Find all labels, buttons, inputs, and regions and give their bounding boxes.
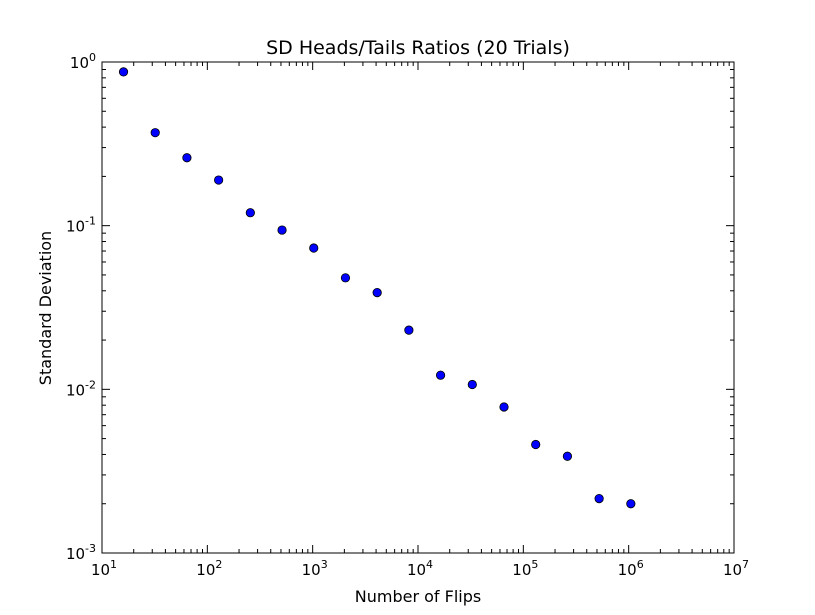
data-point xyxy=(214,175,224,185)
data-point xyxy=(309,243,319,253)
data-point xyxy=(372,287,382,298)
x-tick-label: 101 xyxy=(91,558,117,579)
data-point xyxy=(435,370,446,380)
data-point xyxy=(404,325,414,335)
data-point xyxy=(594,493,604,504)
data-point xyxy=(340,273,351,283)
y-tick-label: 100 xyxy=(70,51,96,72)
data-points xyxy=(118,67,636,509)
data-point xyxy=(245,208,255,218)
data-point xyxy=(531,439,541,450)
x-tick-label: 103 xyxy=(302,558,328,579)
x-tick-label: 106 xyxy=(618,558,644,579)
x-axis-label: Number of Flips xyxy=(355,587,481,606)
x-tick-label: 105 xyxy=(512,558,538,579)
x-tick-label: 102 xyxy=(196,558,222,579)
y-tick-label: 10-3 xyxy=(66,542,96,563)
data-point xyxy=(277,225,287,235)
plot-area xyxy=(101,61,735,554)
data-point xyxy=(467,379,477,390)
y-axis-ticks: 10-3 10-2 10-1 100 xyxy=(66,51,734,563)
minor-ticks xyxy=(102,62,734,553)
data-point xyxy=(182,153,192,163)
data-point xyxy=(499,402,509,412)
data-point xyxy=(626,499,636,509)
y-tick-label: 10-2 xyxy=(66,378,96,399)
data-point xyxy=(562,451,573,461)
data-point xyxy=(118,67,129,77)
x-tick-label: 104 xyxy=(407,558,433,579)
data-point xyxy=(150,128,160,138)
chart-title: SD Heads/Tails Ratios (20 Trials) xyxy=(266,37,570,59)
x-axis-ticks: 101 102 103 104 105 106 107 xyxy=(91,62,749,579)
y-axis-label: Standard Deviation xyxy=(36,231,55,385)
y-tick-label: 10-1 xyxy=(66,215,96,236)
x-tick-label: 107 xyxy=(723,558,749,579)
